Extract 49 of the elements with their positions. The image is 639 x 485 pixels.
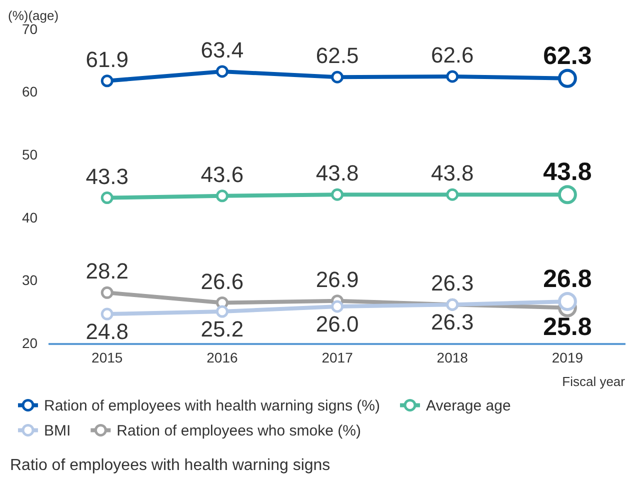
data-label: 25.2 <box>200 316 244 342</box>
text: Ratio of employees with health warning signs <box>10 457 330 474</box>
data-label: 43.8 <box>430 160 474 186</box>
data-label: 61.9 <box>86 46 129 72</box>
x-tick-label: 2018 <box>436 349 468 366</box>
data-label: 62.6 <box>430 42 474 68</box>
point <box>446 70 459 83</box>
y-tick-label: 50 <box>22 146 38 163</box>
y-tick-label: 60 <box>22 84 38 100</box>
point <box>331 188 344 201</box>
data-label: 25.8 <box>543 313 592 342</box>
x-tick-label: 2015 <box>92 349 123 366</box>
y-tick-label: 20 <box>22 335 38 352</box>
x-tick-label: 2019 <box>552 349 584 366</box>
data-label: 62.3 <box>543 42 592 70</box>
data-label: 28.2 <box>86 258 129 284</box>
point <box>216 305 228 318</box>
point <box>100 192 114 204</box>
point <box>100 308 114 320</box>
point <box>216 190 228 202</box>
legend-label: Ration of employees with health warning signs (%) <box>44 397 380 414</box>
y-tick-label: 40 <box>22 209 38 226</box>
data-label: 26.3 <box>430 310 474 335</box>
point <box>216 65 228 78</box>
point <box>446 188 459 201</box>
legend-label: BMI <box>44 422 71 440</box>
data-label: 43.8 <box>316 160 359 186</box>
data-label: 43.3 <box>86 164 129 189</box>
data-label: 24.8 <box>86 319 129 344</box>
legend-label: Ration of employees who smoke (%) <box>116 422 361 440</box>
data-label: 43.8 <box>543 158 592 186</box>
point <box>100 74 114 88</box>
point <box>100 286 114 299</box>
x-axis-title: Fiscal year <box>562 374 626 390</box>
point <box>331 70 344 84</box>
x-tick-label: 2016 <box>206 349 238 366</box>
data-label: 26.3 <box>430 270 474 296</box>
y-axis-title: (%)(age) <box>8 8 59 23</box>
data-label: 26.6 <box>200 268 244 294</box>
x-tick-label: 2017 <box>322 349 354 366</box>
data-label: 43.6 <box>200 162 244 187</box>
y-tick-label: 30 <box>22 272 38 288</box>
data-label: 63.4 <box>200 38 244 63</box>
data-label: 26.8 <box>543 264 592 293</box>
legend-label: Average age <box>426 397 511 414</box>
data-label: 26.9 <box>316 266 359 292</box>
data-label: 26.0 <box>316 312 359 337</box>
data-label: 62.5 <box>316 43 359 68</box>
point <box>331 300 344 313</box>
